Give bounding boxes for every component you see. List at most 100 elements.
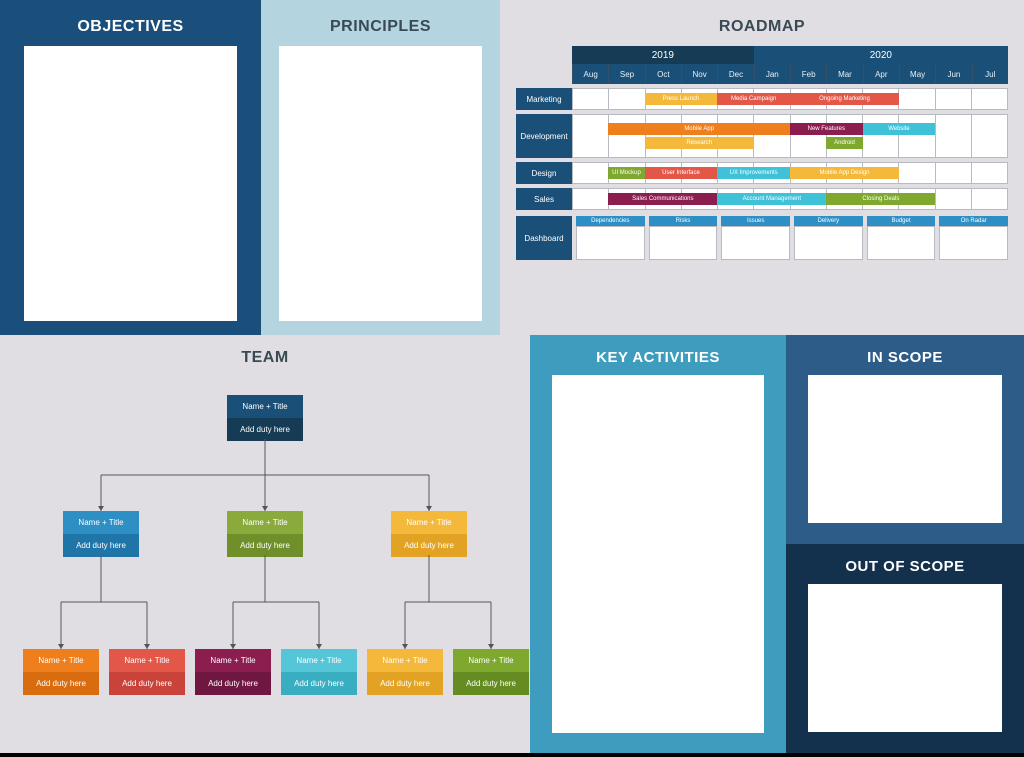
org-node[interactable]: Name + TitleAdd duty here bbox=[63, 511, 139, 557]
roadmap-track-label: Development bbox=[516, 114, 572, 158]
roadmap-month: Aug bbox=[572, 64, 608, 84]
roadmap-month: May bbox=[899, 64, 935, 84]
org-node-duty: Add duty here bbox=[227, 534, 303, 557]
org-node-duty: Add duty here bbox=[227, 418, 303, 441]
dashboard-card-body[interactable] bbox=[794, 226, 863, 260]
roadmap-bar[interactable]: Mobile App Design bbox=[790, 167, 899, 179]
org-node[interactable]: Name + TitleAdd duty here bbox=[227, 395, 303, 441]
activities-content[interactable] bbox=[552, 375, 764, 733]
roadmap-track-label: Design bbox=[516, 162, 572, 184]
roadmap-bar[interactable]: User Interface bbox=[645, 167, 718, 179]
dashboard-card[interactable]: Delivery bbox=[794, 216, 863, 260]
org-node[interactable]: Name + TitleAdd duty here bbox=[391, 511, 467, 557]
roadmap-bar[interactable]: Research bbox=[645, 137, 754, 149]
roadmap-title: ROADMAP bbox=[500, 0, 1024, 36]
org-node[interactable]: Name + TitleAdd duty here bbox=[109, 649, 185, 695]
roadmap-chart: 20192020AugSepOctNovDecJanFebMarAprMayJu… bbox=[516, 46, 1008, 324]
org-node-duty: Add duty here bbox=[195, 672, 271, 695]
org-node-name: Name + Title bbox=[63, 511, 139, 534]
objectives-title: OBJECTIVES bbox=[0, 0, 261, 36]
roadmap-year: 2019 bbox=[572, 46, 754, 64]
roadmap-bar[interactable]: UX Improvements bbox=[717, 167, 790, 179]
org-node-name: Name + Title bbox=[227, 511, 303, 534]
panel-principles: PRINCIPLES bbox=[261, 0, 500, 335]
org-node[interactable]: Name + TitleAdd duty here bbox=[23, 649, 99, 695]
roadmap-month: Mar bbox=[826, 64, 862, 84]
org-node-name: Name + Title bbox=[109, 649, 185, 672]
panel-roadmap: ROADMAP 20192020 AugSepOctNovDecJanFebMar… bbox=[500, 0, 1024, 335]
org-node-duty: Add duty here bbox=[23, 672, 99, 695]
dashboard-card[interactable]: On Radar bbox=[939, 216, 1008, 260]
roadmap-month: Dec bbox=[717, 64, 753, 84]
org-node[interactable]: Name + TitleAdd duty here bbox=[453, 649, 529, 695]
org-node-duty: Add duty here bbox=[367, 672, 443, 695]
org-node-duty: Add duty here bbox=[109, 672, 185, 695]
roadmap-bar[interactable]: UI Mockup bbox=[608, 167, 644, 179]
dashboard-card-body[interactable] bbox=[576, 226, 645, 260]
org-node-name: Name + Title bbox=[23, 649, 99, 672]
roadmap-month: Nov bbox=[681, 64, 717, 84]
activities-title: KEY ACTIVITIES bbox=[530, 335, 786, 366]
roadmap-month: Oct bbox=[645, 64, 681, 84]
roadmap-bar[interactable]: Sales Communications bbox=[608, 193, 717, 205]
dashboard-card-title: Issues bbox=[721, 216, 790, 226]
dashboard-card-body[interactable] bbox=[721, 226, 790, 260]
roadmap-month: Sep bbox=[608, 64, 644, 84]
org-node[interactable]: Name + TitleAdd duty here bbox=[367, 649, 443, 695]
org-node[interactable]: Name + TitleAdd duty here bbox=[227, 511, 303, 557]
dashboard-card[interactable]: Risks bbox=[649, 216, 718, 260]
dashboard-card[interactable]: Dependencies bbox=[576, 216, 645, 260]
principles-title: PRINCIPLES bbox=[261, 0, 500, 36]
inscope-title: IN SCOPE bbox=[786, 335, 1024, 366]
canvas: OBJECTIVES PRINCIPLES ROADMAP 20192020 Au… bbox=[0, 0, 1024, 753]
objectives-content[interactable] bbox=[24, 46, 237, 321]
dashboard-card-title: On Radar bbox=[939, 216, 1008, 226]
org-node-duty: Add duty here bbox=[281, 672, 357, 695]
dashboard-card-title: Risks bbox=[649, 216, 718, 226]
org-node-duty: Add duty here bbox=[391, 534, 467, 557]
org-node-duty: Add duty here bbox=[63, 534, 139, 557]
roadmap-bar[interactable]: Press Launch bbox=[645, 93, 718, 105]
roadmap-bar[interactable]: Website bbox=[863, 123, 936, 135]
roadmap-bar[interactable]: Closing Deals bbox=[826, 193, 935, 205]
dashboard-card-title: Budget bbox=[867, 216, 936, 226]
roadmap-bar[interactable]: Account Management bbox=[717, 193, 826, 205]
org-node[interactable]: Name + TitleAdd duty here bbox=[195, 649, 271, 695]
roadmap-bar[interactable]: Ongoing Marketing bbox=[790, 93, 899, 105]
org-node-name: Name + Title bbox=[281, 649, 357, 672]
org-node-name: Name + Title bbox=[227, 395, 303, 418]
roadmap-track-label: Sales bbox=[516, 188, 572, 210]
roadmap-dashboard-label: Dashboard bbox=[516, 216, 572, 260]
roadmap-year: 2020 bbox=[754, 46, 1008, 64]
roadmap-bar[interactable]: Media Campaign bbox=[717, 93, 790, 105]
dashboard-card[interactable]: Budget bbox=[867, 216, 936, 260]
dashboard-card-title: Delivery bbox=[794, 216, 863, 226]
org-chart: Name + TitleAdd duty hereName + TitleAdd… bbox=[0, 371, 530, 757]
org-node-name: Name + Title bbox=[453, 649, 529, 672]
roadmap-month: Feb bbox=[790, 64, 826, 84]
dashboard-card-body[interactable] bbox=[649, 226, 718, 260]
roadmap-bar[interactable]: Mobile App bbox=[608, 123, 790, 135]
org-node-name: Name + Title bbox=[367, 649, 443, 672]
org-node-name: Name + Title bbox=[195, 649, 271, 672]
org-node[interactable]: Name + TitleAdd duty here bbox=[281, 649, 357, 695]
panel-activities: KEY ACTIVITIES bbox=[530, 335, 786, 753]
outscope-content[interactable] bbox=[808, 584, 1002, 732]
roadmap-bar[interactable]: New Features bbox=[790, 123, 863, 135]
panel-inscope: IN SCOPE bbox=[786, 335, 1024, 544]
inscope-content[interactable] bbox=[808, 375, 1002, 523]
panel-outscope: OUT OF SCOPE bbox=[786, 544, 1024, 753]
dashboard-card-title: Dependencies bbox=[576, 216, 645, 226]
roadmap-month: Jan bbox=[754, 64, 790, 84]
roadmap-month: Jul bbox=[972, 64, 1008, 84]
roadmap-month: Jun bbox=[935, 64, 971, 84]
org-node-name: Name + Title bbox=[391, 511, 467, 534]
roadmap-bar[interactable]: Android bbox=[826, 137, 862, 149]
dashboard-card[interactable]: Issues bbox=[721, 216, 790, 260]
outscope-title: OUT OF SCOPE bbox=[786, 544, 1024, 575]
org-node-duty: Add duty here bbox=[453, 672, 529, 695]
dashboard-card-body[interactable] bbox=[939, 226, 1008, 260]
dashboard-card-body[interactable] bbox=[867, 226, 936, 260]
principles-content[interactable] bbox=[279, 46, 482, 321]
team-title: TEAM bbox=[0, 335, 530, 367]
